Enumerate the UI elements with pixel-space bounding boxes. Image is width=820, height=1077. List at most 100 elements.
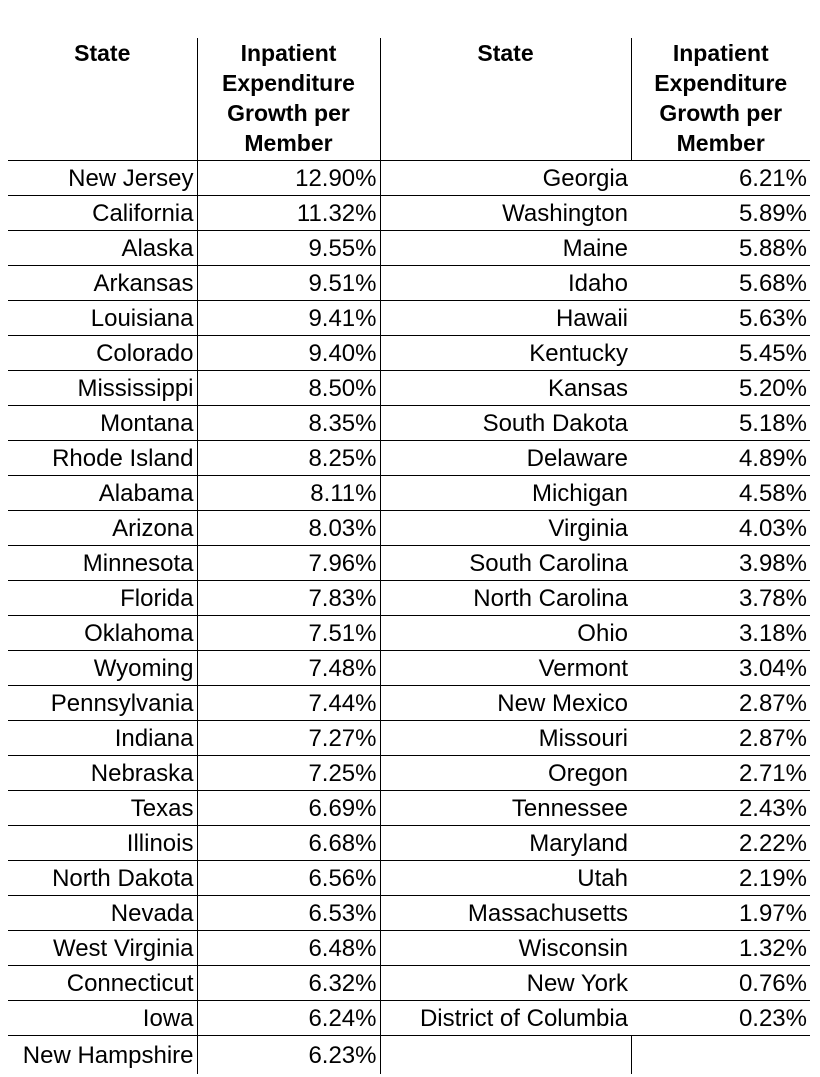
state-left-cell: New Jersey (8, 160, 198, 196)
growth-right-cell: 2.22% (631, 825, 810, 861)
growth-right-cell: 4.89% (631, 440, 810, 476)
growth-left-cell: 11.32% (197, 195, 381, 231)
state-right-cell: South Dakota (380, 405, 631, 441)
growth-left-cell: 9.41% (197, 300, 381, 336)
growth-left-cell: 7.48% (197, 650, 381, 686)
state-left-cell: Oklahoma (8, 615, 198, 651)
growth-right-cell: 3.78% (631, 580, 810, 616)
growth-right-cell: 5.45% (631, 335, 810, 371)
table-row: Mississippi 8.50% Kansas 5.20% (8, 370, 810, 406)
state-left-cell: Iowa (8, 1000, 198, 1036)
state-left-cell: Alaska (8, 230, 198, 266)
growth-right-cell: 4.58% (631, 475, 810, 511)
table-row: Pennsylvania 7.44% New Mexico 2.87% (8, 685, 810, 721)
growth-left-cell: 6.69% (197, 790, 381, 826)
growth-left-cell: 7.51% (197, 615, 381, 651)
header-state-right: State (380, 38, 632, 161)
state-right-cell: Hawaii (380, 300, 631, 336)
growth-right-cell: 2.43% (631, 790, 810, 826)
state-right-cell: Idaho (380, 265, 631, 301)
table-row: Texas 6.69% Tennessee 2.43% (8, 790, 810, 826)
state-left-cell: Rhode Island (8, 440, 198, 476)
state-right-cell: Missouri (380, 720, 631, 756)
state-right-cell: North Carolina (380, 580, 631, 616)
state-right-cell (380, 1035, 632, 1074)
growth-left-cell: 6.24% (197, 1000, 381, 1036)
growth-left-cell: 9.55% (197, 230, 381, 266)
state-left-cell: Minnesota (8, 545, 198, 581)
growth-right-cell: 0.23% (631, 1000, 810, 1036)
growth-left-cell: 7.25% (197, 755, 381, 791)
state-left-cell: Montana (8, 405, 198, 441)
table-row: Louisiana 9.41% Hawaii 5.63% (8, 300, 810, 336)
growth-left-cell: 6.23% (197, 1035, 381, 1074)
table-row: West Virginia 6.48% Wisconsin 1.32% (8, 930, 810, 966)
table-row: California 11.32% Washington 5.89% (8, 195, 810, 231)
state-right-cell: Delaware (380, 440, 631, 476)
state-left-cell: Nebraska (8, 755, 198, 791)
state-right-cell: Michigan (380, 475, 631, 511)
growth-right-cell: 3.98% (631, 545, 810, 581)
growth-right-cell: 1.97% (631, 895, 810, 931)
growth-left-cell: 7.27% (197, 720, 381, 756)
state-right-cell: South Carolina (380, 545, 631, 581)
growth-right-cell: 5.89% (631, 195, 810, 231)
growth-right-cell: 3.18% (631, 615, 810, 651)
state-left-cell: Wyoming (8, 650, 198, 686)
growth-right-cell: 3.04% (631, 650, 810, 686)
table-row: Alaska 9.55% Maine 5.88% (8, 230, 810, 266)
state-left-cell: North Dakota (8, 860, 198, 896)
state-right-cell: Georgia (380, 160, 631, 196)
growth-right-cell: 0.76% (631, 965, 810, 1001)
state-left-cell: Illinois (8, 825, 198, 861)
growth-right-cell: 5.88% (631, 230, 810, 266)
state-right-cell: Maryland (380, 825, 631, 861)
table-row: Nevada 6.53% Massachusetts 1.97% (8, 895, 810, 931)
state-left-cell: Arkansas (8, 265, 198, 301)
state-right-cell: Kansas (380, 370, 631, 406)
state-left-cell: Arizona (8, 510, 198, 546)
growth-left-cell: 8.03% (197, 510, 381, 546)
growth-right-cell: 2.71% (631, 755, 810, 791)
state-left-cell: West Virginia (8, 930, 198, 966)
state-left-cell: Texas (8, 790, 198, 826)
table-row: Colorado 9.40% Kentucky 5.45% (8, 335, 810, 371)
table-body: New Jersey 12.90% Georgia 6.21% California 11… (8, 160, 810, 1074)
table-row: Montana 8.35% South Dakota 5.18% (8, 405, 810, 441)
state-right-cell: Oregon (380, 755, 631, 791)
table-row: New Jersey 12.90% Georgia 6.21% (8, 160, 810, 196)
growth-left-cell: 6.53% (197, 895, 381, 931)
growth-right-cell: 5.20% (631, 370, 810, 406)
growth-left-cell: 6.56% (197, 860, 381, 896)
table-row: Wyoming 7.48% Vermont 3.04% (8, 650, 810, 686)
state-left-cell: New Hampshire (8, 1035, 198, 1074)
state-right-cell: District of Columbia (380, 1000, 631, 1036)
growth-left-cell: 8.11% (197, 475, 381, 511)
growth-left-cell: 6.68% (197, 825, 381, 861)
table-row: Arizona 8.03% Virginia 4.03% (8, 510, 810, 546)
state-left-cell: Connecticut (8, 965, 198, 1001)
growth-left-cell: 7.83% (197, 580, 381, 616)
growth-left-cell: 7.44% (197, 685, 381, 721)
header-growth-left: Inpatient Expenditure Growth per Member (197, 38, 381, 161)
state-left-cell: Indiana (8, 720, 198, 756)
header-growth-right: Inpatient Expenditure Growth per Member (631, 38, 810, 161)
state-left-cell: Mississippi (8, 370, 198, 406)
state-right-cell: Kentucky (380, 335, 631, 371)
growth-right-cell: 2.87% (631, 685, 810, 721)
table-row: Nebraska 7.25% Oregon 2.71% (8, 755, 810, 791)
growth-right-cell: 4.03% (631, 510, 810, 546)
state-left-cell: Florida (8, 580, 198, 616)
state-right-cell: Washington (380, 195, 631, 231)
table-row: Alabama 8.11% Michigan 4.58% (8, 475, 810, 511)
growth-left-cell: 7.96% (197, 545, 381, 581)
state-right-cell: Wisconsin (380, 930, 631, 966)
table-row: Indiana 7.27% Missouri 2.87% (8, 720, 810, 756)
growth-right-cell: 2.19% (631, 860, 810, 896)
table-row: Minnesota 7.96% South Carolina 3.98% (8, 545, 810, 581)
table-row: North Dakota 6.56% Utah 2.19% (8, 860, 810, 896)
state-right-cell: Utah (380, 860, 631, 896)
state-right-cell: Tennessee (380, 790, 631, 826)
table-row: Iowa 6.24% District of Columbia 0.23% (8, 1000, 810, 1036)
state-left-cell: Nevada (8, 895, 198, 931)
